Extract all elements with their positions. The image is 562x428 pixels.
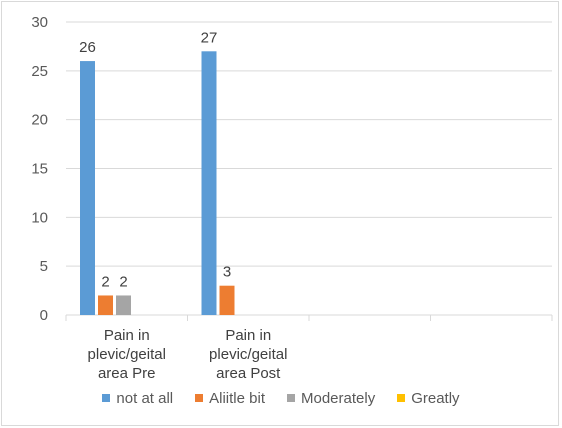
chart-legend: not at all Aliitle bit Moderately Greatly <box>0 386 562 410</box>
x-tick-label: plevic/geital <box>209 346 287 363</box>
legend-item: not at all <box>102 390 173 407</box>
legend-item: Aliitle bit <box>195 390 265 407</box>
legend-label: Greatly <box>411 389 460 407</box>
y-tick-label: 20 <box>31 112 48 129</box>
bar <box>201 51 217 316</box>
data-label: 2 <box>101 273 109 290</box>
legend-label: not at all <box>116 389 174 407</box>
y-tick-label: 25 <box>31 63 48 80</box>
legend-swatch <box>102 394 111 402</box>
y-tick-label: 10 <box>31 209 48 226</box>
x-tick-label: area Post <box>216 365 281 382</box>
bar <box>98 295 113 315</box>
legend-swatch <box>195 394 204 402</box>
x-tick-label: plevic/geital <box>88 346 166 363</box>
bar <box>116 295 131 315</box>
y-tick-label: 5 <box>40 258 48 275</box>
legend-item: Greatly <box>397 389 460 407</box>
x-tick-label: area Pre <box>98 365 156 382</box>
y-tick-label: 0 <box>40 307 48 324</box>
legend-label: Moderately <box>301 389 376 407</box>
legend-swatch <box>397 394 406 402</box>
data-label: 2 <box>119 273 127 290</box>
legend-item: Moderately <box>287 390 375 407</box>
data-label: 26 <box>79 39 96 56</box>
x-tick-label: Pain in <box>225 327 271 344</box>
bar <box>80 61 95 315</box>
x-tick-label: Pain in <box>104 327 150 344</box>
legend-swatch <box>287 394 295 402</box>
y-tick-label: 30 <box>31 14 48 31</box>
y-tick-label: 15 <box>31 161 48 178</box>
bar <box>219 285 235 315</box>
data-label: 27 <box>201 29 218 46</box>
data-label: 3 <box>223 264 231 281</box>
legend-label: Aliitle bit <box>209 389 265 407</box>
